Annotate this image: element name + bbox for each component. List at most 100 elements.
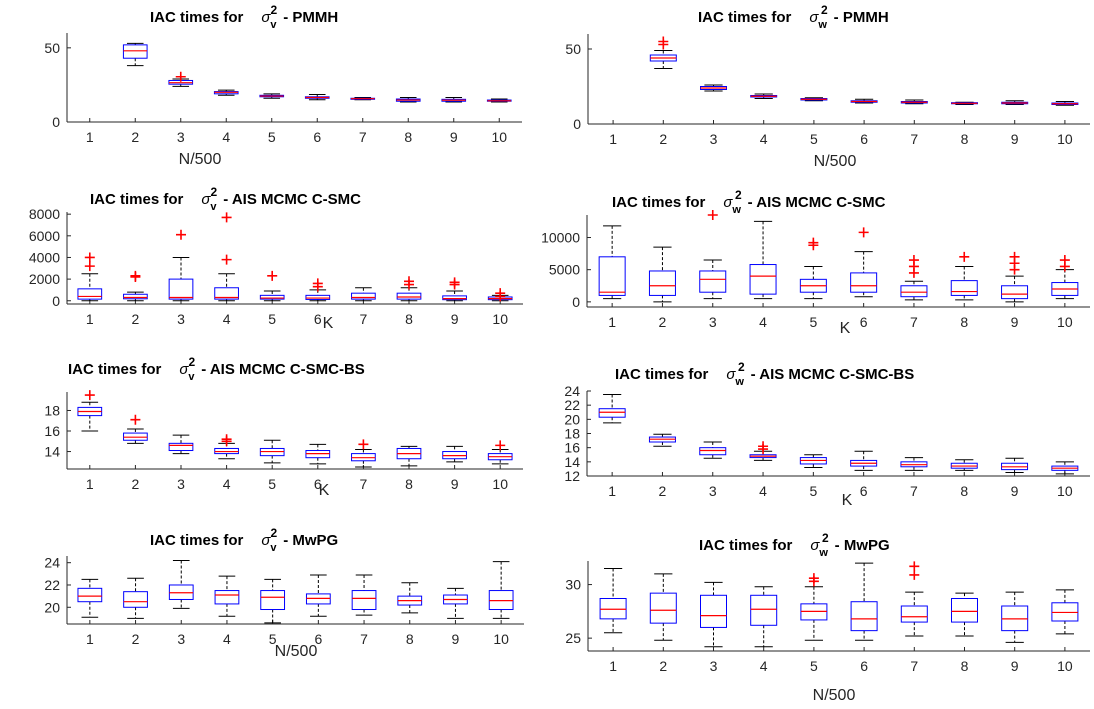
x-tick-label: 3	[177, 311, 185, 327]
box-8	[951, 101, 978, 105]
box-2	[123, 414, 148, 444]
x-tick-label: 9	[451, 476, 459, 492]
outlier-marker	[84, 252, 95, 263]
y-tick-label: 0	[52, 293, 60, 309]
box-10	[1051, 255, 1079, 300]
x-tick-label: 7	[910, 314, 918, 330]
iqr-box	[305, 294, 331, 300]
y-tick-label: 8000	[29, 206, 60, 222]
x-tick-label: 5	[269, 631, 277, 647]
outlier-marker	[221, 254, 232, 265]
box-9	[1001, 591, 1029, 643]
outlier-marker	[449, 277, 460, 288]
panel-3: IAC times for σv2- AIS MCMC C-SMC 0 2000 400…	[29, 185, 523, 332]
iqr-box	[749, 264, 777, 295]
box-8	[397, 582, 423, 614]
panel-title: IAC times for σw2- AIS MCMC C-SMC-BS	[615, 360, 914, 388]
box-10	[486, 98, 512, 103]
y-tick-label: 16	[44, 423, 60, 439]
box-9	[442, 277, 467, 302]
x-axis-label: N/500	[813, 687, 856, 704]
panel-8: IAC times for σw2- MwPG 25 30 1 2 3 4 5 6 7 8 9 10 N/5…	[565, 531, 1090, 704]
box-5	[259, 439, 285, 464]
iqr-box	[750, 594, 778, 626]
iqr-box	[123, 591, 148, 608]
box-3	[168, 71, 194, 87]
x-axis-label: K	[319, 482, 330, 499]
x-tick-label: 6	[860, 483, 868, 499]
x-tick-label: 5	[809, 314, 817, 330]
panel-title: IAC times for σv2- AIS MCMC C-SMC-BS	[68, 355, 365, 383]
box-5	[799, 237, 827, 300]
box-7	[900, 561, 928, 637]
x-tick-label: 5	[809, 483, 817, 499]
box-8	[395, 97, 421, 103]
outlier-marker	[130, 270, 141, 281]
x-tick-label: 2	[659, 314, 667, 330]
x-tick-label: 9	[452, 631, 460, 647]
box-1	[599, 568, 627, 634]
y-tick-label: 30	[565, 577, 581, 593]
box-3	[168, 434, 194, 455]
panel-5: IAC times for σv2- AIS MCMC C-SMC-BS14161…	[44, 355, 523, 499]
box-5	[259, 93, 285, 99]
x-tick-label: 1	[86, 311, 94, 327]
box-2	[649, 573, 677, 641]
box-10	[487, 288, 513, 302]
x-tick-label: 4	[223, 631, 231, 647]
x-tick-label: 4	[760, 131, 768, 147]
y-tick-label: 10000	[541, 230, 580, 246]
y-tick-label: 18	[44, 402, 60, 418]
x-tick-label: 10	[492, 311, 508, 327]
outlier-marker	[130, 414, 141, 425]
box-9	[441, 97, 467, 103]
x-tick-label: 8	[960, 314, 968, 330]
x-tick-label: 6	[860, 131, 868, 147]
box-6	[850, 227, 878, 298]
iqr-box	[259, 294, 285, 300]
box-1	[77, 578, 103, 618]
x-axis-label: K	[323, 315, 334, 332]
iqr-box	[214, 590, 240, 605]
y-tick-label: 0	[572, 294, 580, 310]
box-8	[396, 445, 422, 467]
iqr-box	[850, 601, 878, 632]
iqr-box	[951, 598, 978, 623]
panel-title: IAC times for σv2- AIS MCMC C-SMC	[90, 185, 361, 213]
iqr-box	[700, 594, 727, 628]
x-tick-label: 3	[177, 631, 185, 647]
box-9	[442, 445, 467, 463]
box-9	[1001, 100, 1029, 105]
y-tick-label: 22	[44, 577, 60, 593]
box-7	[350, 97, 376, 101]
box-7	[351, 287, 376, 302]
outlier-marker	[495, 440, 506, 451]
box-10	[487, 440, 513, 465]
x-tick-label: 7	[359, 129, 367, 145]
x-tick-label: 10	[491, 129, 507, 145]
x-tick-label: 9	[1011, 483, 1019, 499]
y-tick-label: 16	[564, 440, 580, 456]
box-4	[750, 586, 778, 648]
box-10	[1051, 589, 1079, 635]
box-7	[900, 255, 928, 301]
box-8	[396, 276, 422, 302]
x-tick-label: 3	[710, 131, 718, 147]
x-tick-label: 8	[406, 631, 414, 647]
box-4	[750, 93, 778, 99]
x-tick-label: 7	[360, 476, 368, 492]
box-5	[260, 578, 286, 624]
box-6	[305, 574, 331, 617]
panel-title: IAC times for σw2- AIS MCMC C-SMC	[612, 188, 886, 216]
x-tick-label: 6	[313, 129, 321, 145]
outlier-marker	[909, 569, 920, 580]
panel-1: IAC times for σv2- PMMH 0 50 1 2 3 4 5 6 7 8 9 10 N/50…	[44, 3, 522, 168]
y-tick-label: 5000	[549, 262, 580, 278]
box-4	[213, 89, 239, 96]
box-4	[749, 220, 777, 300]
box-10	[1051, 461, 1079, 475]
y-tick-label: 50	[44, 40, 60, 56]
outlier-marker	[808, 573, 819, 584]
box-1	[77, 252, 103, 302]
x-tick-label: 2	[132, 311, 140, 327]
